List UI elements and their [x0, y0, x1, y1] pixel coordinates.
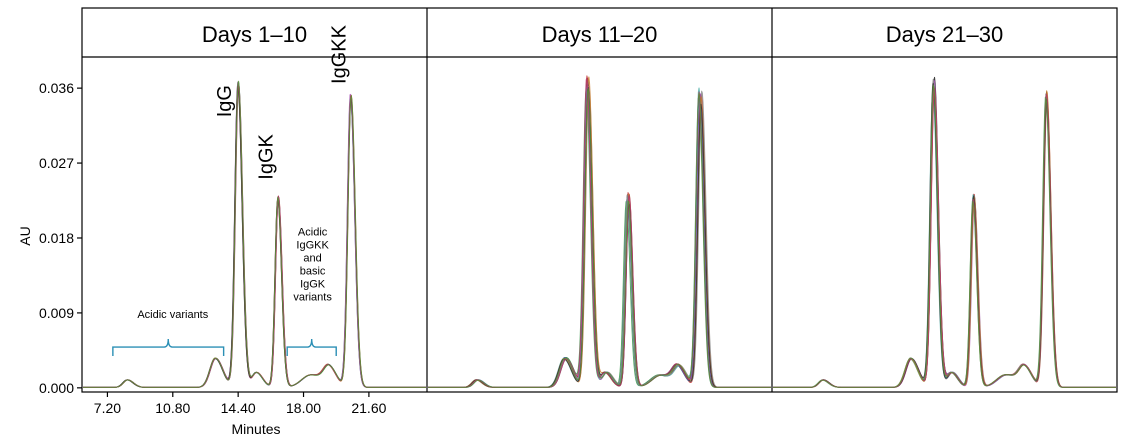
trace-line [83, 86, 426, 388]
trace-line [773, 84, 1116, 388]
annotation-text: IgGKK [296, 239, 329, 251]
peak-label: IgG [214, 85, 236, 117]
trace-line [773, 79, 1116, 388]
panel-title: Days 11–20 [542, 22, 658, 47]
trace-line [773, 82, 1116, 388]
x-axis-label: Minutes [231, 421, 280, 437]
trace-line [83, 84, 426, 388]
trace-line [428, 86, 771, 388]
annotation-brace [112, 339, 225, 357]
trace-line [83, 82, 426, 388]
trace-line [428, 89, 771, 388]
x-tick-label: 10.80 [155, 400, 190, 416]
annotation-text: variants [293, 291, 332, 303]
x-tick-label: 7.20 [94, 400, 121, 416]
trace-line [428, 78, 771, 388]
annotation-text: IgGK [300, 278, 326, 290]
trace-line [428, 85, 771, 388]
trace-line [428, 82, 771, 388]
annotation-brace [286, 339, 337, 357]
y-tick-label: 0.036 [39, 80, 74, 96]
trace-line [773, 91, 1116, 388]
trace-line [83, 80, 426, 388]
annotation-text: basic [300, 265, 326, 277]
trace-line [773, 78, 1116, 388]
y-tick-label: 0.018 [39, 230, 74, 246]
trace-line [428, 76, 771, 388]
trace-line [773, 88, 1116, 388]
y-axis-label: AU [17, 226, 33, 245]
trace-line [83, 85, 426, 388]
x-tick-label: 21.60 [351, 400, 386, 416]
trace-line [428, 88, 771, 388]
panel-title: Days 21–30 [886, 22, 1003, 47]
peak-label: IgGKK [328, 24, 350, 84]
panel-title: Days 1–10 [202, 22, 307, 47]
annotation-text: and [303, 252, 321, 264]
x-tick-label: 18.00 [286, 400, 321, 416]
y-tick-label: 0.009 [39, 305, 74, 321]
trace-line [428, 87, 771, 388]
trace-line [83, 81, 426, 388]
trace-line [773, 89, 1116, 388]
annotation-text: Acidic [298, 226, 328, 238]
trace-line [428, 77, 771, 388]
trace-line [773, 76, 1116, 388]
trace-line [83, 82, 426, 388]
trace-line [83, 85, 426, 388]
trace-line [428, 75, 771, 388]
peak-label: IgGK [256, 133, 278, 179]
chart-frame [81, 7, 1118, 393]
trace-line [83, 82, 426, 388]
trace-line [773, 87, 1116, 388]
trace-line [773, 90, 1116, 388]
trace-line [428, 87, 771, 388]
x-tick-label: 14.40 [221, 400, 256, 416]
annotation-text: Acidic variants [137, 309, 208, 321]
y-tick-label: 0.027 [39, 155, 74, 171]
y-tick-label: 0.000 [39, 380, 74, 396]
trace-line [83, 83, 426, 388]
trace-line [83, 81, 426, 388]
trace-line [773, 89, 1116, 388]
